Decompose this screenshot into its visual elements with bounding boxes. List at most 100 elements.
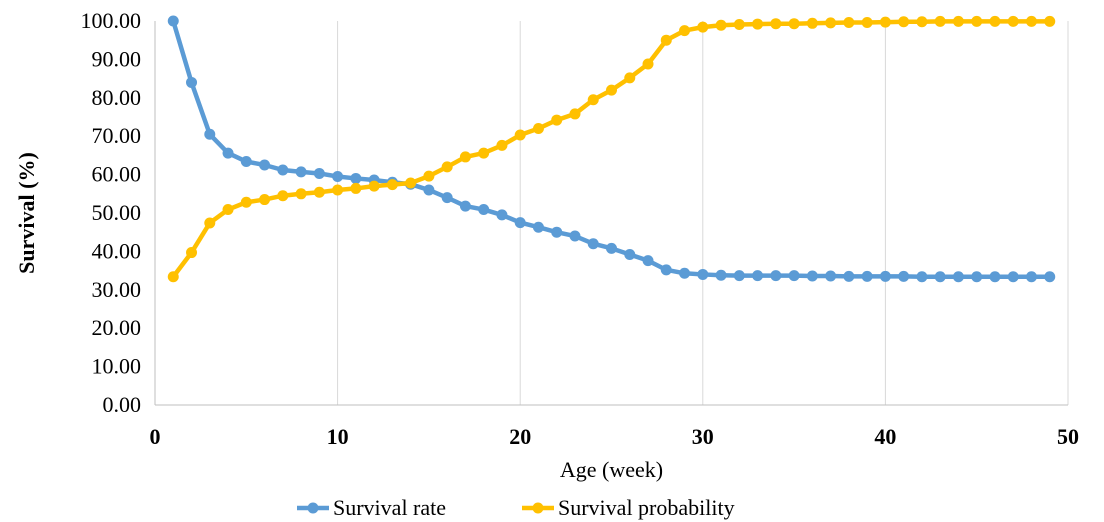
data-point [861, 17, 873, 29]
data-point [405, 177, 417, 189]
data-point [971, 271, 983, 283]
legend-swatch-marker [307, 502, 319, 514]
data-point [423, 184, 435, 196]
legend-item: Survival rate [297, 495, 446, 520]
data-point [843, 270, 855, 282]
data-point [1007, 15, 1019, 27]
data-point [770, 18, 782, 30]
data-point [295, 188, 307, 200]
data-point [624, 72, 636, 84]
data-point [752, 18, 764, 30]
data-point [222, 204, 234, 216]
data-point [989, 15, 1001, 27]
x-tick-label: 40 [874, 424, 896, 449]
data-point [222, 147, 234, 159]
data-point [1044, 271, 1056, 283]
series-line [171, 18, 1052, 279]
data-point [350, 172, 362, 184]
data-point [879, 270, 891, 282]
data-point [459, 200, 471, 212]
data-point [788, 18, 800, 30]
y-tick-label: 10.00 [92, 354, 142, 379]
x-tick-label: 30 [692, 424, 714, 449]
data-point [478, 204, 490, 216]
data-point [806, 270, 818, 282]
y-tick-label: 70.00 [92, 123, 142, 148]
data-point [514, 129, 526, 141]
x-tick-label: 50 [1057, 424, 1079, 449]
data-point [587, 94, 599, 106]
y-tick-label: 90.00 [92, 46, 142, 71]
y-tick-label: 80.00 [92, 85, 142, 110]
gridlines [337, 21, 1069, 405]
series-survival-rate [167, 15, 1056, 283]
data-point [916, 16, 928, 28]
data-point [514, 217, 526, 229]
data-point [606, 84, 617, 96]
y-tick-label: 30.00 [92, 277, 142, 302]
data-point [459, 151, 471, 163]
y-tick-label: 50.00 [92, 200, 142, 225]
y-tick-label: 60.00 [92, 162, 142, 187]
data-point [423, 170, 435, 182]
data-point [825, 270, 837, 282]
data-point [259, 159, 271, 171]
data-point [934, 271, 946, 283]
data-point [1007, 271, 1019, 283]
data-point [386, 179, 398, 191]
legend-label: Survival probability [558, 495, 735, 520]
data-point [660, 264, 672, 276]
data-point [350, 182, 362, 194]
data-point [186, 76, 198, 88]
data-point [752, 270, 764, 282]
data-point [715, 269, 727, 281]
data-point [733, 18, 745, 30]
data-point [186, 247, 198, 259]
data-point [606, 242, 617, 254]
data-point [441, 192, 453, 204]
data-point [496, 209, 508, 221]
data-point [679, 267, 691, 279]
data-point [532, 123, 544, 135]
data-point [733, 270, 745, 282]
series-line [171, 19, 1052, 279]
y-axis-tick-labels: 0.00 10.00 20.00 30.00 40.00 50.00 60.00 70.00 8… [81, 8, 142, 417]
data-point [551, 114, 563, 126]
data-point [587, 238, 599, 250]
data-point [332, 171, 344, 183]
data-point [971, 15, 983, 27]
data-series [167, 15, 1056, 283]
data-point [496, 139, 508, 151]
x-axis-title: Age (week) [560, 457, 663, 482]
data-point [660, 34, 672, 46]
data-point [624, 248, 636, 260]
data-point [1025, 271, 1037, 283]
x-tick-label: 20 [509, 424, 531, 449]
data-point [825, 17, 837, 29]
data-point [642, 255, 654, 267]
data-point [898, 270, 910, 282]
data-point [898, 16, 910, 28]
data-point [861, 270, 873, 282]
data-point [916, 271, 928, 283]
y-tick-label: 20.00 [92, 315, 142, 340]
axes [154, 21, 1068, 406]
data-point [313, 167, 325, 179]
data-point [295, 166, 307, 178]
data-point [240, 156, 252, 168]
data-point [441, 161, 453, 173]
series-survival-probability [167, 15, 1056, 283]
data-point [788, 270, 800, 282]
data-point [952, 271, 964, 283]
data-point [697, 21, 709, 33]
y-tick-label: 0.00 [103, 392, 142, 417]
data-point [642, 58, 654, 70]
data-point [679, 25, 691, 37]
data-point [240, 196, 252, 208]
data-point [934, 15, 946, 27]
data-point [313, 186, 325, 198]
x-tick-label: 0 [150, 424, 161, 449]
data-point [259, 194, 271, 206]
legend-swatch-marker [532, 502, 544, 514]
